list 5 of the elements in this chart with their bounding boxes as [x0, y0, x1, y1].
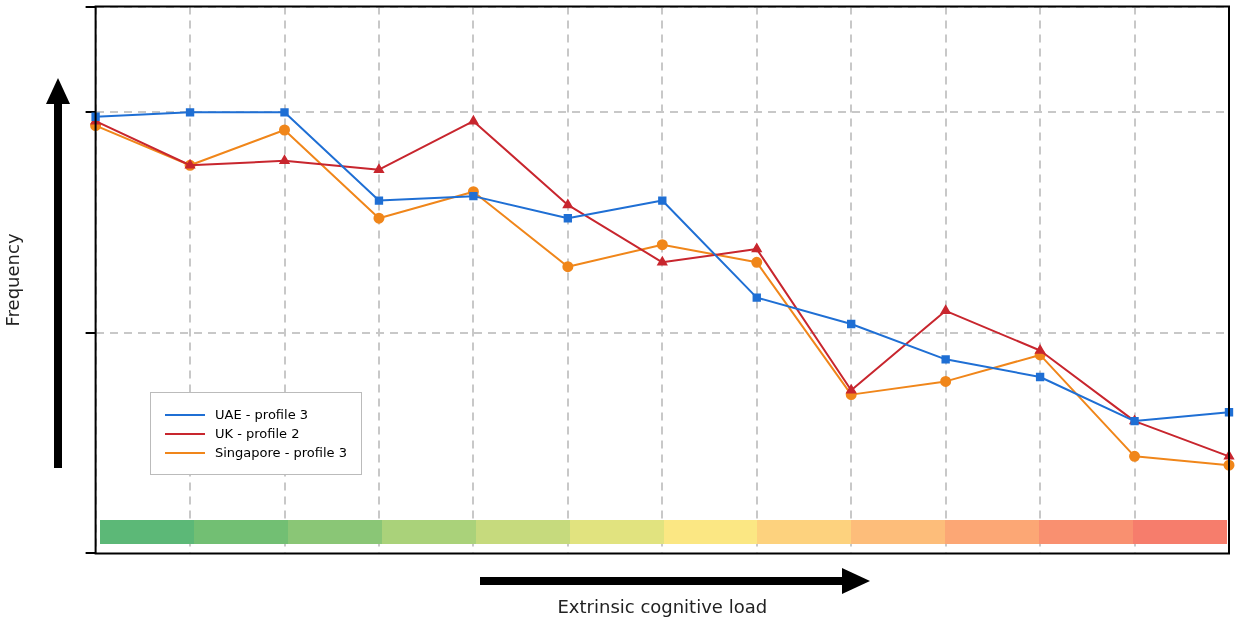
- legend-label: UK - profile 2: [215, 426, 300, 441]
- legend-label: UAE - profile 3: [215, 407, 309, 422]
- y-axis-title: Frequency: [2, 233, 24, 327]
- legend-label: Singapore - profile 3: [215, 445, 348, 460]
- x-axis-title: Extrinsic cognitive load: [557, 595, 768, 617]
